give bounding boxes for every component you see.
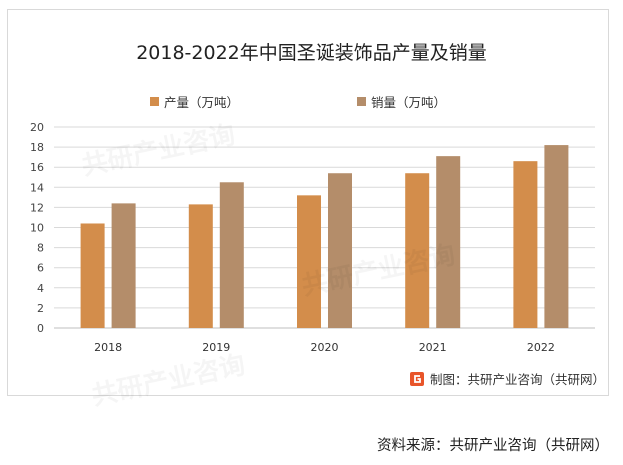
bar-production <box>513 161 538 328</box>
bar-sales <box>328 173 352 328</box>
bar-production <box>188 204 213 328</box>
credit-text: 制图：共研产业咨询（共研网） <box>430 372 606 387</box>
legend-item-sales: 销量（万吨） <box>357 92 446 111</box>
bar-production <box>297 195 321 328</box>
y-tick-label: 20 <box>30 121 44 134</box>
legend: 产量（万吨） 销量（万吨） <box>0 92 623 110</box>
bar-production <box>405 173 430 328</box>
bar-sales <box>111 203 136 328</box>
y-tick-label: 14 <box>30 181 44 194</box>
y-tick-label: 8 <box>37 242 44 255</box>
x-tick-label: 2019 <box>202 341 230 354</box>
y-tick-label: 0 <box>37 322 44 335</box>
legend-swatch-production <box>150 97 159 106</box>
y-tick-label: 18 <box>30 141 44 154</box>
bar-sales <box>219 182 244 328</box>
y-tick-label: 2 <box>37 302 44 315</box>
y-tick-label: 10 <box>30 222 44 235</box>
legend-label-sales: 销量（万吨） <box>371 95 447 110</box>
x-tick-label: 2018 <box>94 341 122 354</box>
bar-production <box>80 223 105 328</box>
y-tick-label: 6 <box>37 262 44 275</box>
legend-swatch-sales <box>357 97 366 106</box>
legend-label-production: 产量（万吨） <box>164 95 240 110</box>
chart-title: 2018-2022年中国圣诞装饰品产量及销量 <box>136 42 487 64</box>
x-tick-label: 2022 <box>527 341 555 354</box>
legend-item-production: 产量（万吨） <box>150 92 239 111</box>
chart-credit: 制图：共研产业咨询（共研网） <box>410 369 605 388</box>
bar-sales <box>436 156 461 328</box>
y-tick-label: 12 <box>30 201 44 214</box>
y-tick-label: 4 <box>37 282 44 295</box>
source-note: 资料来源：共研产业咨询（共研网） <box>377 438 609 454</box>
y-tick-label: 16 <box>30 161 44 174</box>
x-tick-label: 2020 <box>311 341 339 354</box>
x-tick-label: 2021 <box>419 341 447 354</box>
brand-logo-icon <box>410 371 424 386</box>
bar-sales <box>544 145 569 328</box>
